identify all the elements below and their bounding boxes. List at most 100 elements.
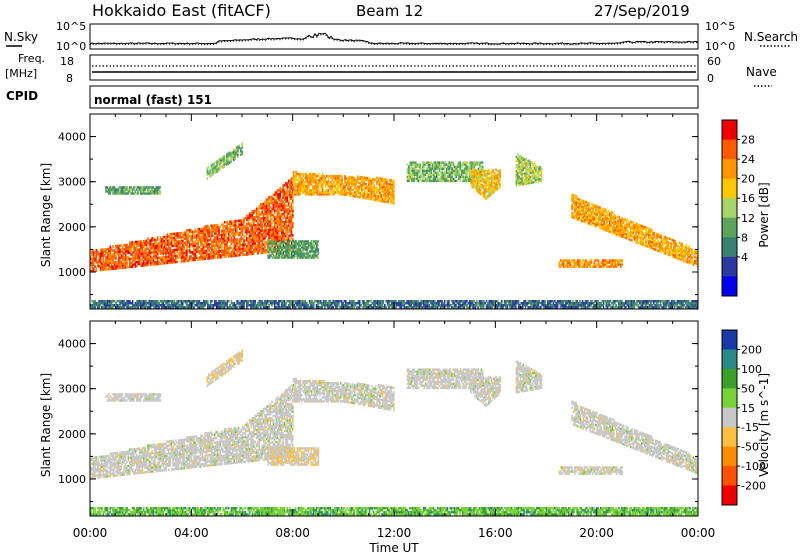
power-cell — [618, 230, 621, 233]
power-cell — [413, 163, 416, 166]
power-cell — [572, 261, 575, 264]
power-cell — [207, 251, 209, 254]
power-cell — [254, 232, 256, 235]
power-cell — [489, 183, 492, 187]
power-cell — [479, 168, 482, 171]
power-cell — [306, 254, 308, 257]
power-cell — [284, 252, 286, 255]
power-cell — [159, 236, 162, 239]
power-cell — [613, 224, 615, 227]
power-cell — [370, 181, 373, 185]
power-cell — [321, 191, 324, 194]
power-cell — [151, 263, 153, 266]
power-cell — [309, 174, 311, 178]
power-cell — [279, 207, 282, 210]
power-cell — [133, 186, 135, 189]
power-cell — [155, 192, 157, 195]
power-cell — [696, 262, 698, 266]
power-cell — [316, 183, 318, 186]
power-cell — [670, 252, 672, 255]
power-cell — [201, 235, 204, 239]
power-cell — [326, 193, 328, 196]
power-cell — [367, 177, 370, 180]
power-cell — [615, 231, 618, 234]
power-cell — [152, 259, 155, 262]
power-cell — [478, 191, 480, 194]
power-cell — [434, 161, 437, 164]
power-cell — [120, 260, 123, 263]
power-cell — [643, 236, 646, 239]
power-cell — [108, 259, 110, 263]
power-cell — [634, 230, 636, 233]
power-cell — [194, 244, 197, 247]
power-cell — [289, 210, 291, 213]
power-cell — [158, 248, 160, 251]
power-cell — [388, 189, 391, 192]
power-cell — [120, 248, 123, 251]
power-cell — [205, 243, 208, 246]
power-cell — [645, 240, 647, 244]
power-cell — [161, 240, 163, 243]
power-cell — [490, 174, 493, 177]
power-echo-cells — [90, 142, 698, 309]
power-cell — [459, 165, 462, 168]
power-cell — [342, 191, 345, 194]
power-cell — [499, 171, 501, 174]
power-cell — [155, 242, 158, 245]
power-cell — [585, 205, 587, 208]
power-cell — [195, 230, 198, 233]
power-cell — [202, 255, 205, 259]
power-cell — [127, 190, 130, 193]
power-cell — [292, 179, 295, 182]
power-cell — [372, 194, 374, 197]
power-cell — [92, 257, 95, 260]
power-cell — [335, 179, 338, 182]
power-cell — [666, 250, 668, 254]
power-cell — [294, 174, 296, 178]
power-cell — [251, 246, 254, 249]
power-cell — [352, 178, 355, 181]
power-cell — [604, 222, 607, 226]
power-cell — [620, 228, 622, 232]
power-cell — [628, 236, 631, 239]
power-cell — [629, 226, 632, 229]
power-cell — [233, 240, 236, 243]
power-cell — [635, 226, 637, 230]
power-cell — [462, 163, 464, 166]
power-cell — [142, 246, 145, 249]
power-cell — [540, 173, 543, 176]
power-cell — [334, 183, 337, 186]
power-cell — [286, 192, 289, 195]
power-cell — [134, 261, 137, 264]
power-cell — [279, 190, 282, 194]
power-cell — [255, 215, 258, 219]
power-cell — [369, 189, 371, 193]
power-cell — [113, 257, 116, 260]
power-cell — [463, 169, 466, 172]
power-cell — [141, 242, 144, 245]
power-cell — [454, 173, 456, 176]
power-cell — [117, 250, 120, 254]
power-cell — [201, 249, 204, 253]
power-cell — [560, 259, 562, 262]
power-cell — [223, 155, 225, 158]
power-cell — [429, 163, 431, 166]
power-cell — [113, 267, 116, 270]
power-cell — [576, 213, 579, 217]
power-cell — [338, 177, 341, 180]
power-cell — [470, 182, 472, 185]
power-cell — [689, 250, 692, 253]
power-cell — [360, 186, 363, 189]
power-cell — [225, 231, 227, 234]
power-cell — [603, 210, 605, 213]
power-cell — [137, 250, 139, 254]
power-cell — [212, 173, 214, 176]
power-cell — [429, 161, 431, 164]
power-cell — [110, 190, 113, 193]
power-cell — [533, 172, 536, 176]
power-cell — [97, 250, 99, 254]
power-cell — [315, 174, 317, 178]
power-cell — [359, 194, 362, 197]
power-cell — [693, 259, 696, 263]
power-cell — [485, 197, 487, 200]
